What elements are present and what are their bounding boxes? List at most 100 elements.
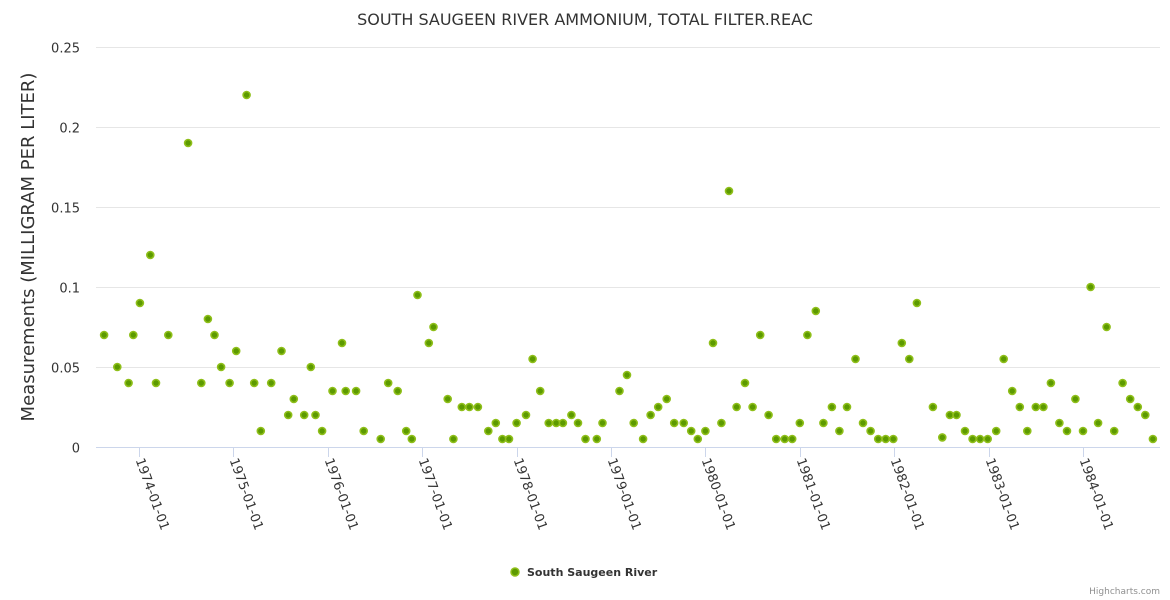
data-point[interactable] xyxy=(1102,322,1111,332)
data-point[interactable] xyxy=(225,378,234,388)
data-point[interactable] xyxy=(341,386,351,396)
data-point[interactable] xyxy=(407,434,417,444)
data-point[interactable] xyxy=(669,418,679,428)
data-point[interactable] xyxy=(512,418,521,428)
data-point[interactable] xyxy=(960,426,970,436)
data-point[interactable] xyxy=(1148,434,1158,444)
data-point[interactable] xyxy=(592,434,602,444)
data-point[interactable] xyxy=(164,330,173,340)
data-point[interactable] xyxy=(1078,426,1088,436)
data-point[interactable] xyxy=(328,386,337,396)
data-point[interactable] xyxy=(231,346,241,356)
data-point[interactable] xyxy=(811,306,821,316)
data-point[interactable] xyxy=(277,346,286,356)
data-point[interactable] xyxy=(465,402,474,412)
data-point[interactable] xyxy=(266,378,276,388)
data-point[interactable] xyxy=(873,434,883,444)
data-point[interactable] xyxy=(1109,426,1119,436)
data-point[interactable] xyxy=(1031,402,1041,412)
data-point[interactable] xyxy=(1007,386,1017,396)
data-point[interactable] xyxy=(521,410,531,420)
data-point[interactable] xyxy=(999,354,1009,364)
data-point[interactable] xyxy=(740,378,750,388)
data-point[interactable] xyxy=(359,426,369,436)
data-point[interactable] xyxy=(351,386,361,396)
data-point[interactable] xyxy=(803,330,812,340)
data-point[interactable] xyxy=(383,378,393,388)
data-point[interactable] xyxy=(135,298,145,308)
data-point[interactable] xyxy=(429,322,438,332)
legend-item[interactable]: South Saugeen River xyxy=(510,566,658,579)
data-point[interactable] xyxy=(129,330,138,340)
data-point[interactable] xyxy=(629,418,639,428)
data-point[interactable] xyxy=(401,426,411,436)
data-point[interactable] xyxy=(835,426,844,436)
data-point[interactable] xyxy=(912,298,922,308)
data-point[interactable] xyxy=(662,394,672,404)
data-point[interactable] xyxy=(724,186,734,196)
data-point[interactable] xyxy=(937,433,947,442)
data-point[interactable] xyxy=(210,330,219,340)
data-point[interactable] xyxy=(827,402,837,412)
data-point[interactable] xyxy=(1133,402,1143,412)
data-point[interactable] xyxy=(413,290,422,300)
data-point[interactable] xyxy=(904,354,914,364)
data-point[interactable] xyxy=(928,402,938,412)
data-point[interactable] xyxy=(1141,410,1150,420)
data-point[interactable] xyxy=(842,402,852,412)
data-point[interactable] xyxy=(866,426,875,436)
data-point[interactable] xyxy=(622,370,632,380)
data-point[interactable] xyxy=(1039,402,1048,412)
data-point[interactable] xyxy=(1062,426,1072,436)
data-point[interactable] xyxy=(881,434,891,444)
data-point[interactable] xyxy=(337,338,347,348)
data-point[interactable] xyxy=(975,434,985,444)
data-point[interactable] xyxy=(483,426,493,436)
data-point[interactable] xyxy=(424,338,434,348)
data-point[interactable] xyxy=(968,434,977,444)
data-point[interactable] xyxy=(771,434,781,444)
data-point[interactable] xyxy=(952,410,961,420)
data-point[interactable] xyxy=(1125,394,1135,404)
data-point[interactable] xyxy=(732,402,741,412)
data-point[interactable] xyxy=(708,338,718,348)
data-point[interactable] xyxy=(203,314,213,324)
data-point[interactable] xyxy=(249,378,259,388)
credits-link[interactable]: Highcharts.com xyxy=(1089,587,1160,597)
data-point[interactable] xyxy=(755,330,765,340)
data-point[interactable] xyxy=(615,386,624,396)
data-point[interactable] xyxy=(317,426,327,436)
data-point[interactable] xyxy=(888,434,898,444)
data-point[interactable] xyxy=(289,394,299,404)
data-point[interactable] xyxy=(393,386,403,396)
data-point[interactable] xyxy=(183,138,193,148)
data-point[interactable] xyxy=(851,354,860,364)
data-point[interactable] xyxy=(1046,378,1056,388)
data-point[interactable] xyxy=(306,362,316,372)
data-point[interactable] xyxy=(819,418,828,428)
data-point[interactable] xyxy=(795,418,805,428)
data-point[interactable] xyxy=(653,402,663,412)
data-point[interactable] xyxy=(544,418,554,428)
data-point[interactable] xyxy=(299,410,309,420)
data-point[interactable] xyxy=(748,402,757,412)
data-point[interactable] xyxy=(787,434,797,444)
data-point[interactable] xyxy=(646,410,655,420)
data-point[interactable] xyxy=(717,418,726,428)
data-point[interactable] xyxy=(216,362,226,372)
data-point[interactable] xyxy=(99,330,109,340)
data-point[interactable] xyxy=(573,418,583,428)
data-point[interactable] xyxy=(983,434,993,444)
data-point[interactable] xyxy=(449,434,458,444)
data-point[interactable] xyxy=(558,418,568,428)
data-point[interactable] xyxy=(701,426,710,436)
data-point[interactable] xyxy=(146,250,155,260)
data-point[interactable] xyxy=(1093,418,1103,428)
data-point[interactable] xyxy=(1086,282,1095,292)
data-point[interactable] xyxy=(242,90,251,100)
data-point[interactable] xyxy=(473,402,483,412)
data-point[interactable] xyxy=(1023,426,1032,436)
data-point[interactable] xyxy=(693,434,703,444)
data-point[interactable] xyxy=(256,426,266,436)
data-point[interactable] xyxy=(567,410,576,420)
